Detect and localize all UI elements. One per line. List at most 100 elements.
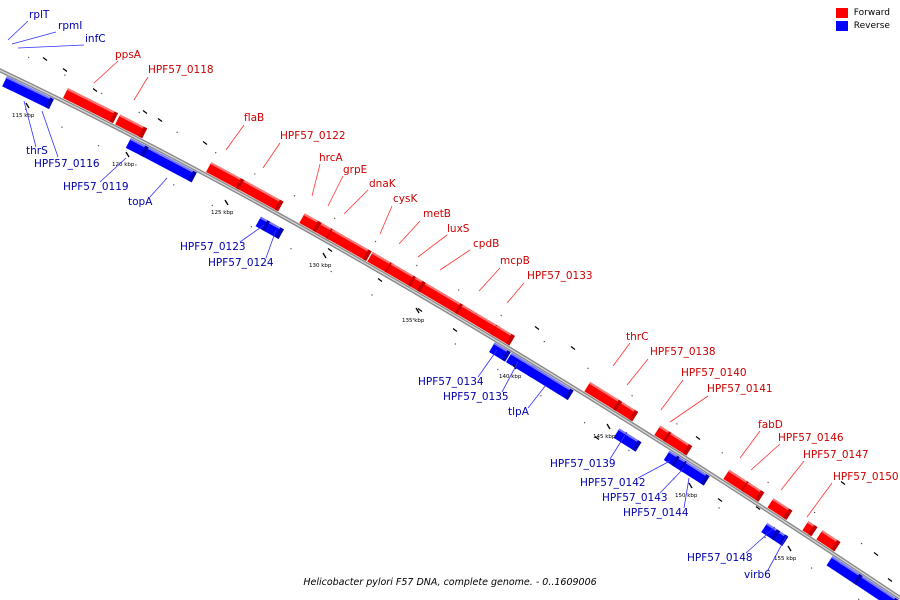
gene-label-hpf57_0148[interactable]: HPF57_0148 [687,552,753,564]
forward-gene-block [584,382,623,412]
gene-block-top [371,252,394,266]
gene-label-hpf57_0116[interactable]: HPF57_0116 [34,158,100,170]
gene-block-body [327,229,372,261]
forward-gene-block [115,114,148,139]
track-dot [412,318,415,320]
forward-gene-block [816,530,841,552]
gene-leader-line [398,220,421,245]
minor-tick [840,481,846,485]
gene-label-thrs[interactable]: thrS [26,145,48,157]
gene-label-virb6[interactable]: virb6 [744,569,771,581]
forward-gene-block [616,401,639,422]
track-dot [767,481,769,484]
gene-label-ppsa[interactable]: ppsA [115,49,142,61]
gene-leader-line [439,249,471,271]
gene-block-side [628,409,639,422]
gene-label-rplt[interactable]: rplT [29,9,50,21]
gene-label-tlpa[interactable]: tlpA [508,406,530,418]
gene-label-topa[interactable]: topA [128,196,153,208]
gene-block-side [312,220,322,233]
gene-block-side [754,490,765,502]
gene-label-hpf57_0146[interactable]: HPF57_0146 [778,432,844,444]
gene-label-luxs[interactable]: luxS [447,223,470,235]
gene-block-body [613,428,642,452]
gene-label-infc[interactable]: infC [85,33,106,45]
kbp-tick-label: 150 kbp [675,493,698,499]
minor-tick [452,328,458,332]
reverse-gene-block [761,522,781,541]
track-dot [250,226,253,228]
gene-label-hpf57_0140[interactable]: HPF57_0140 [681,367,747,379]
minor-tick [157,118,163,122]
minor-tick [92,88,98,92]
track-dot [860,542,863,545]
gene-block-side [770,529,781,541]
gene-block-body [420,282,464,315]
gene-label-hpf57_0143[interactable]: HPF57_0143 [602,492,668,504]
gene-block-side [853,573,863,586]
kbp-tick-mark [688,482,693,489]
gene-leader-line [626,358,649,386]
gene-block-top [831,556,863,578]
gene-leader-line [93,60,119,84]
gene-label-metb[interactable]: metB [423,208,451,220]
gene-block-top [461,304,500,329]
gene-label-cpdb[interactable]: cpdB [473,238,499,250]
legend-item-reverse: Reverse [835,21,890,31]
gene-label-hrca[interactable]: hrcA [319,152,344,164]
gene-label-hpf57_0142[interactable]: HPF57_0142 [580,477,646,489]
gene-leader-line [750,443,781,471]
gene-block-top [390,263,417,280]
gene-label-hpf57_0122[interactable]: HPF57_0122 [280,130,346,142]
kbp-tick-mark [125,151,130,158]
kbp-tick-mark [512,363,517,370]
track-dot [810,567,813,569]
track-dot [173,184,175,186]
reverse-gene-block [125,138,149,158]
gene-label-hpf57_0141[interactable]: HPF57_0141 [707,383,773,395]
gene-block-top [9,78,54,101]
gene-label-hpf57_0133[interactable]: HPF57_0133 [527,270,593,282]
gene-label-hpf57_0119[interactable]: HPF57_0119 [63,181,129,193]
gene-block-side [831,539,841,552]
gene-label-dnak[interactable]: dnaK [369,178,397,190]
gene-label-rpmi[interactable]: rpmI [58,20,82,32]
gene-label-mcpb[interactable]: mcpB [500,255,530,267]
track-dot [587,367,589,369]
kbp-tick-mark [606,423,611,430]
gene-block-side [109,111,118,124]
gene-block-side [407,275,417,288]
minor-tick [42,57,48,61]
forward-gene-block [767,498,793,520]
kbp-tick-label: 125 kbp [211,210,234,216]
gene-label-hpf57_0134[interactable]: HPF57_0134 [418,376,484,388]
forward-gene-block [420,282,464,315]
gene-label-hpf57_0150[interactable]: HPF57_0150 [833,471,899,483]
gene-block-side [782,508,793,520]
gene-leader-line [739,430,761,459]
gene-label-hpf57_0139[interactable]: HPF57_0139 [550,458,616,470]
kbp-tick-label: 135 kbp [402,318,425,324]
gene-label-hpf57_0135[interactable]: HPF57_0135 [443,391,509,403]
gene-block-body [239,180,284,212]
kbp-tick-label: 140 kbp [499,374,522,380]
gene-label-hpf57_0118[interactable]: HPF57_0118 [148,64,214,76]
gene-block-top [821,530,841,544]
forward-gene-block [206,162,245,190]
gene-label-thrc[interactable]: thrC [626,331,648,343]
gene-label-cysk[interactable]: cysK [393,193,418,205]
gene-label-hpf57_0138[interactable]: HPF57_0138 [650,346,716,358]
gene-label-fabd[interactable]: fabD [758,419,783,431]
gene-label-flab[interactable]: flaB [244,112,264,124]
gene-block-top [129,138,149,150]
gene-label-hpf57_0124[interactable]: HPF57_0124 [208,257,274,269]
gene-label-hpf57_0147[interactable]: HPF57_0147 [803,449,869,461]
gene-label-hpf57_0144[interactable]: HPF57_0144 [623,507,689,519]
gene-label-hpf57_0123[interactable]: HPF57_0123 [180,241,246,253]
forward-gene-block [239,180,284,212]
gene-block-top [728,469,751,486]
minor-tick [417,308,423,312]
gene-leader-line [417,234,448,258]
gene-label-grpe[interactable]: grpE [343,164,367,176]
gene-block-side [416,280,426,293]
